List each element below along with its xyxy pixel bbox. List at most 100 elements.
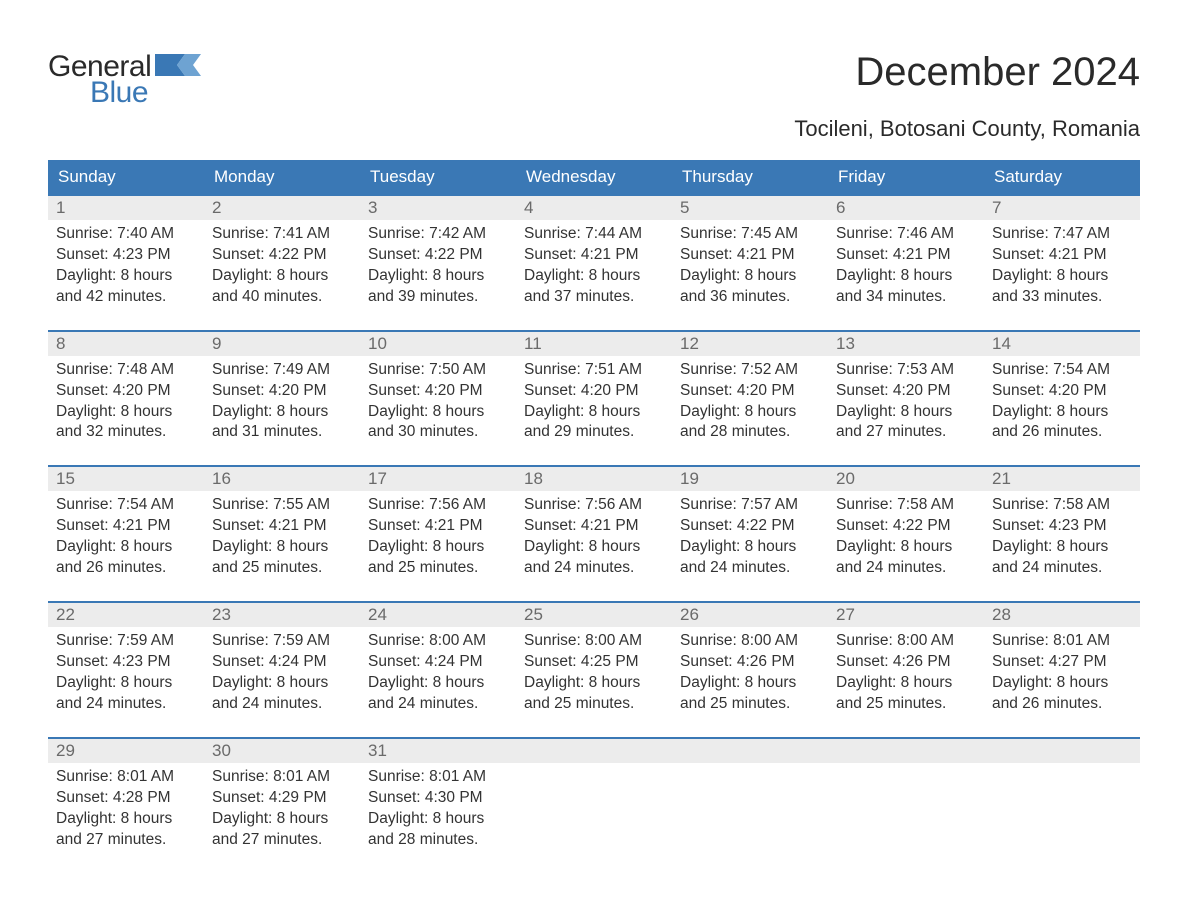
calendar-day-cell: 31 Sunrise: 8:01 AMSunset: 4:30 PMDayligh…	[360, 739, 516, 851]
day-number: 9	[212, 334, 221, 353]
calendar-day-cell: 24Sunrise: 8:00 AMSunset: 4:24 PMDayligh…	[360, 603, 516, 715]
calendar-week: 1Sunrise: 7:40 AMSunset: 4:23 PMDaylight…	[48, 194, 1140, 308]
day-d1: Daylight: 8 hours	[368, 266, 508, 287]
day-sunrise: Sunrise: 7:58 AM	[992, 495, 1132, 516]
day-sunrise: Sunrise: 7:46 AM	[836, 224, 976, 245]
day-d1: Daylight: 8 hours	[368, 402, 508, 423]
calendar-day-cell: 17Sunrise: 7:56 AMSunset: 4:21 PMDayligh…	[360, 467, 516, 579]
flag-icon	[155, 54, 201, 81]
day-d2: and 32 minutes.	[56, 422, 196, 443]
day-number: 16	[212, 469, 231, 488]
day-sunrise: Sunrise: 7:55 AM	[212, 495, 352, 516]
day-sunset: Sunset: 4:26 PM	[836, 652, 976, 673]
day-d2: and 24 minutes.	[212, 694, 352, 715]
day-number-row: 17	[360, 467, 516, 491]
day-number-row: 3	[360, 196, 516, 220]
day-d2: and 27 minutes.	[836, 422, 976, 443]
day-sunset: Sunset: 4:25 PM	[524, 652, 664, 673]
day-d2: and 25 minutes.	[680, 694, 820, 715]
day-details: Sunrise: 8:01 AMSunset: 4:30 PMDaylight:…	[360, 763, 516, 851]
day-details: Sunrise: 7:58 AMSunset: 4:23 PMDaylight:…	[984, 491, 1140, 579]
day-d1: Daylight: 8 hours	[212, 402, 352, 423]
day-sunset: Sunset: 4:21 PM	[680, 245, 820, 266]
day-sunrise: Sunrise: 7:49 AM	[212, 360, 352, 381]
day-number-row: 6	[828, 196, 984, 220]
day-d1: Daylight: 8 hours	[368, 809, 508, 830]
day-d1: Daylight: 8 hours	[524, 673, 664, 694]
calendar-day-cell: 2 Sunrise: 7:41 AMSunset: 4:22 PMDaylight…	[204, 196, 360, 308]
day-number-row: 27	[828, 603, 984, 627]
brand-word-2: Blue	[90, 76, 148, 110]
day-d1: Daylight: 8 hours	[680, 537, 820, 558]
day-d1: Daylight: 8 hours	[212, 537, 352, 558]
calendar-header-cell: Friday	[828, 160, 984, 194]
day-number: 6	[836, 198, 845, 217]
day-number	[524, 741, 529, 760]
calendar-day-cell: 10Sunrise: 7:50 AMSunset: 4:20 PMDayligh…	[360, 332, 516, 444]
day-d1: Daylight: 8 hours	[680, 402, 820, 423]
day-sunrise: Sunrise: 7:53 AM	[836, 360, 976, 381]
day-details: Sunrise: 8:01 AMSunset: 4:27 PMDaylight:…	[984, 627, 1140, 715]
day-d2: and 33 minutes.	[992, 287, 1132, 308]
calendar-day-cell: 29Sunrise: 8:01 AMSunset: 4:28 PMDayligh…	[48, 739, 204, 851]
day-d2: and 28 minutes.	[368, 830, 508, 851]
day-number: 31	[368, 741, 387, 760]
day-d1: Daylight: 8 hours	[836, 266, 976, 287]
page-title: December 2024	[855, 50, 1140, 95]
day-number: 14	[992, 334, 1011, 353]
day-sunset: Sunset: 4:21 PM	[524, 245, 664, 266]
calendar-header-cell: Tuesday	[360, 160, 516, 194]
day-d2: and 31 minutes.	[212, 422, 352, 443]
day-number: 25	[524, 605, 543, 624]
day-details: Sunrise: 7:41 AMSunset: 4:22 PMDaylight:…	[204, 220, 360, 308]
calendar-day-cell: 3Sunrise: 7:42 AMSunset: 4:22 PMDaylight…	[360, 196, 516, 308]
day-number: 22	[56, 605, 75, 624]
day-d2: and 26 minutes.	[992, 422, 1132, 443]
day-number-row: 22	[48, 603, 204, 627]
day-sunrise: Sunrise: 7:45 AM	[680, 224, 820, 245]
day-sunrise: Sunrise: 7:59 AM	[212, 631, 352, 652]
day-details: Sunrise: 7:54 AMSunset: 4:21 PMDaylight:…	[48, 491, 204, 579]
calendar-day-cell: 4Sunrise: 7:44 AMSunset: 4:21 PMDaylight…	[516, 196, 672, 308]
day-number-row: 31	[360, 739, 516, 763]
day-number-row: 11	[516, 332, 672, 356]
day-sunset: Sunset: 4:24 PM	[212, 652, 352, 673]
day-number: 18	[524, 469, 543, 488]
day-sunset: Sunset: 4:22 PM	[836, 516, 976, 537]
day-d2: and 25 minutes.	[836, 694, 976, 715]
day-d1: Daylight: 8 hours	[992, 673, 1132, 694]
day-details: Sunrise: 7:56 AMSunset: 4:21 PMDaylight:…	[360, 491, 516, 579]
day-d1: Daylight: 8 hours	[56, 266, 196, 287]
day-sunset: Sunset: 4:29 PM	[212, 788, 352, 809]
day-details: Sunrise: 7:53 AMSunset: 4:20 PMDaylight:…	[828, 356, 984, 444]
day-sunset: Sunset: 4:30 PM	[368, 788, 508, 809]
day-sunrise: Sunrise: 7:54 AM	[56, 495, 196, 516]
day-number-row: 25	[516, 603, 672, 627]
brand-logo: General Blue	[48, 50, 201, 110]
day-number-row: 19	[672, 467, 828, 491]
day-sunset: Sunset: 4:20 PM	[680, 381, 820, 402]
day-sunset: Sunset: 4:23 PM	[56, 652, 196, 673]
calendar-week: 8Sunrise: 7:48 AMSunset: 4:20 PMDaylight…	[48, 330, 1140, 444]
day-sunset: Sunset: 4:20 PM	[524, 381, 664, 402]
day-sunrise: Sunrise: 7:56 AM	[368, 495, 508, 516]
calendar-day-cell	[984, 739, 1140, 851]
day-number-row: 10	[360, 332, 516, 356]
day-number	[836, 741, 841, 760]
calendar-header-cell: Wednesday	[516, 160, 672, 194]
day-number: 5	[680, 198, 689, 217]
day-sunrise: Sunrise: 8:01 AM	[992, 631, 1132, 652]
day-number-row: 24	[360, 603, 516, 627]
day-number: 27	[836, 605, 855, 624]
day-details: Sunrise: 7:50 AMSunset: 4:20 PMDaylight:…	[360, 356, 516, 444]
day-number-row: 4	[516, 196, 672, 220]
calendar-day-cell: 12Sunrise: 7:52 AMSunset: 4:20 PMDayligh…	[672, 332, 828, 444]
day-d2: and 34 minutes.	[836, 287, 976, 308]
day-number	[992, 741, 997, 760]
day-number: 2	[212, 198, 221, 217]
calendar-header-cell: Saturday	[984, 160, 1140, 194]
day-d2: and 24 minutes.	[680, 558, 820, 579]
day-sunrise: Sunrise: 7:50 AM	[368, 360, 508, 381]
day-details: Sunrise: 7:57 AMSunset: 4:22 PMDaylight:…	[672, 491, 828, 579]
calendar-day-cell: 28Sunrise: 8:01 AMSunset: 4:27 PMDayligh…	[984, 603, 1140, 715]
